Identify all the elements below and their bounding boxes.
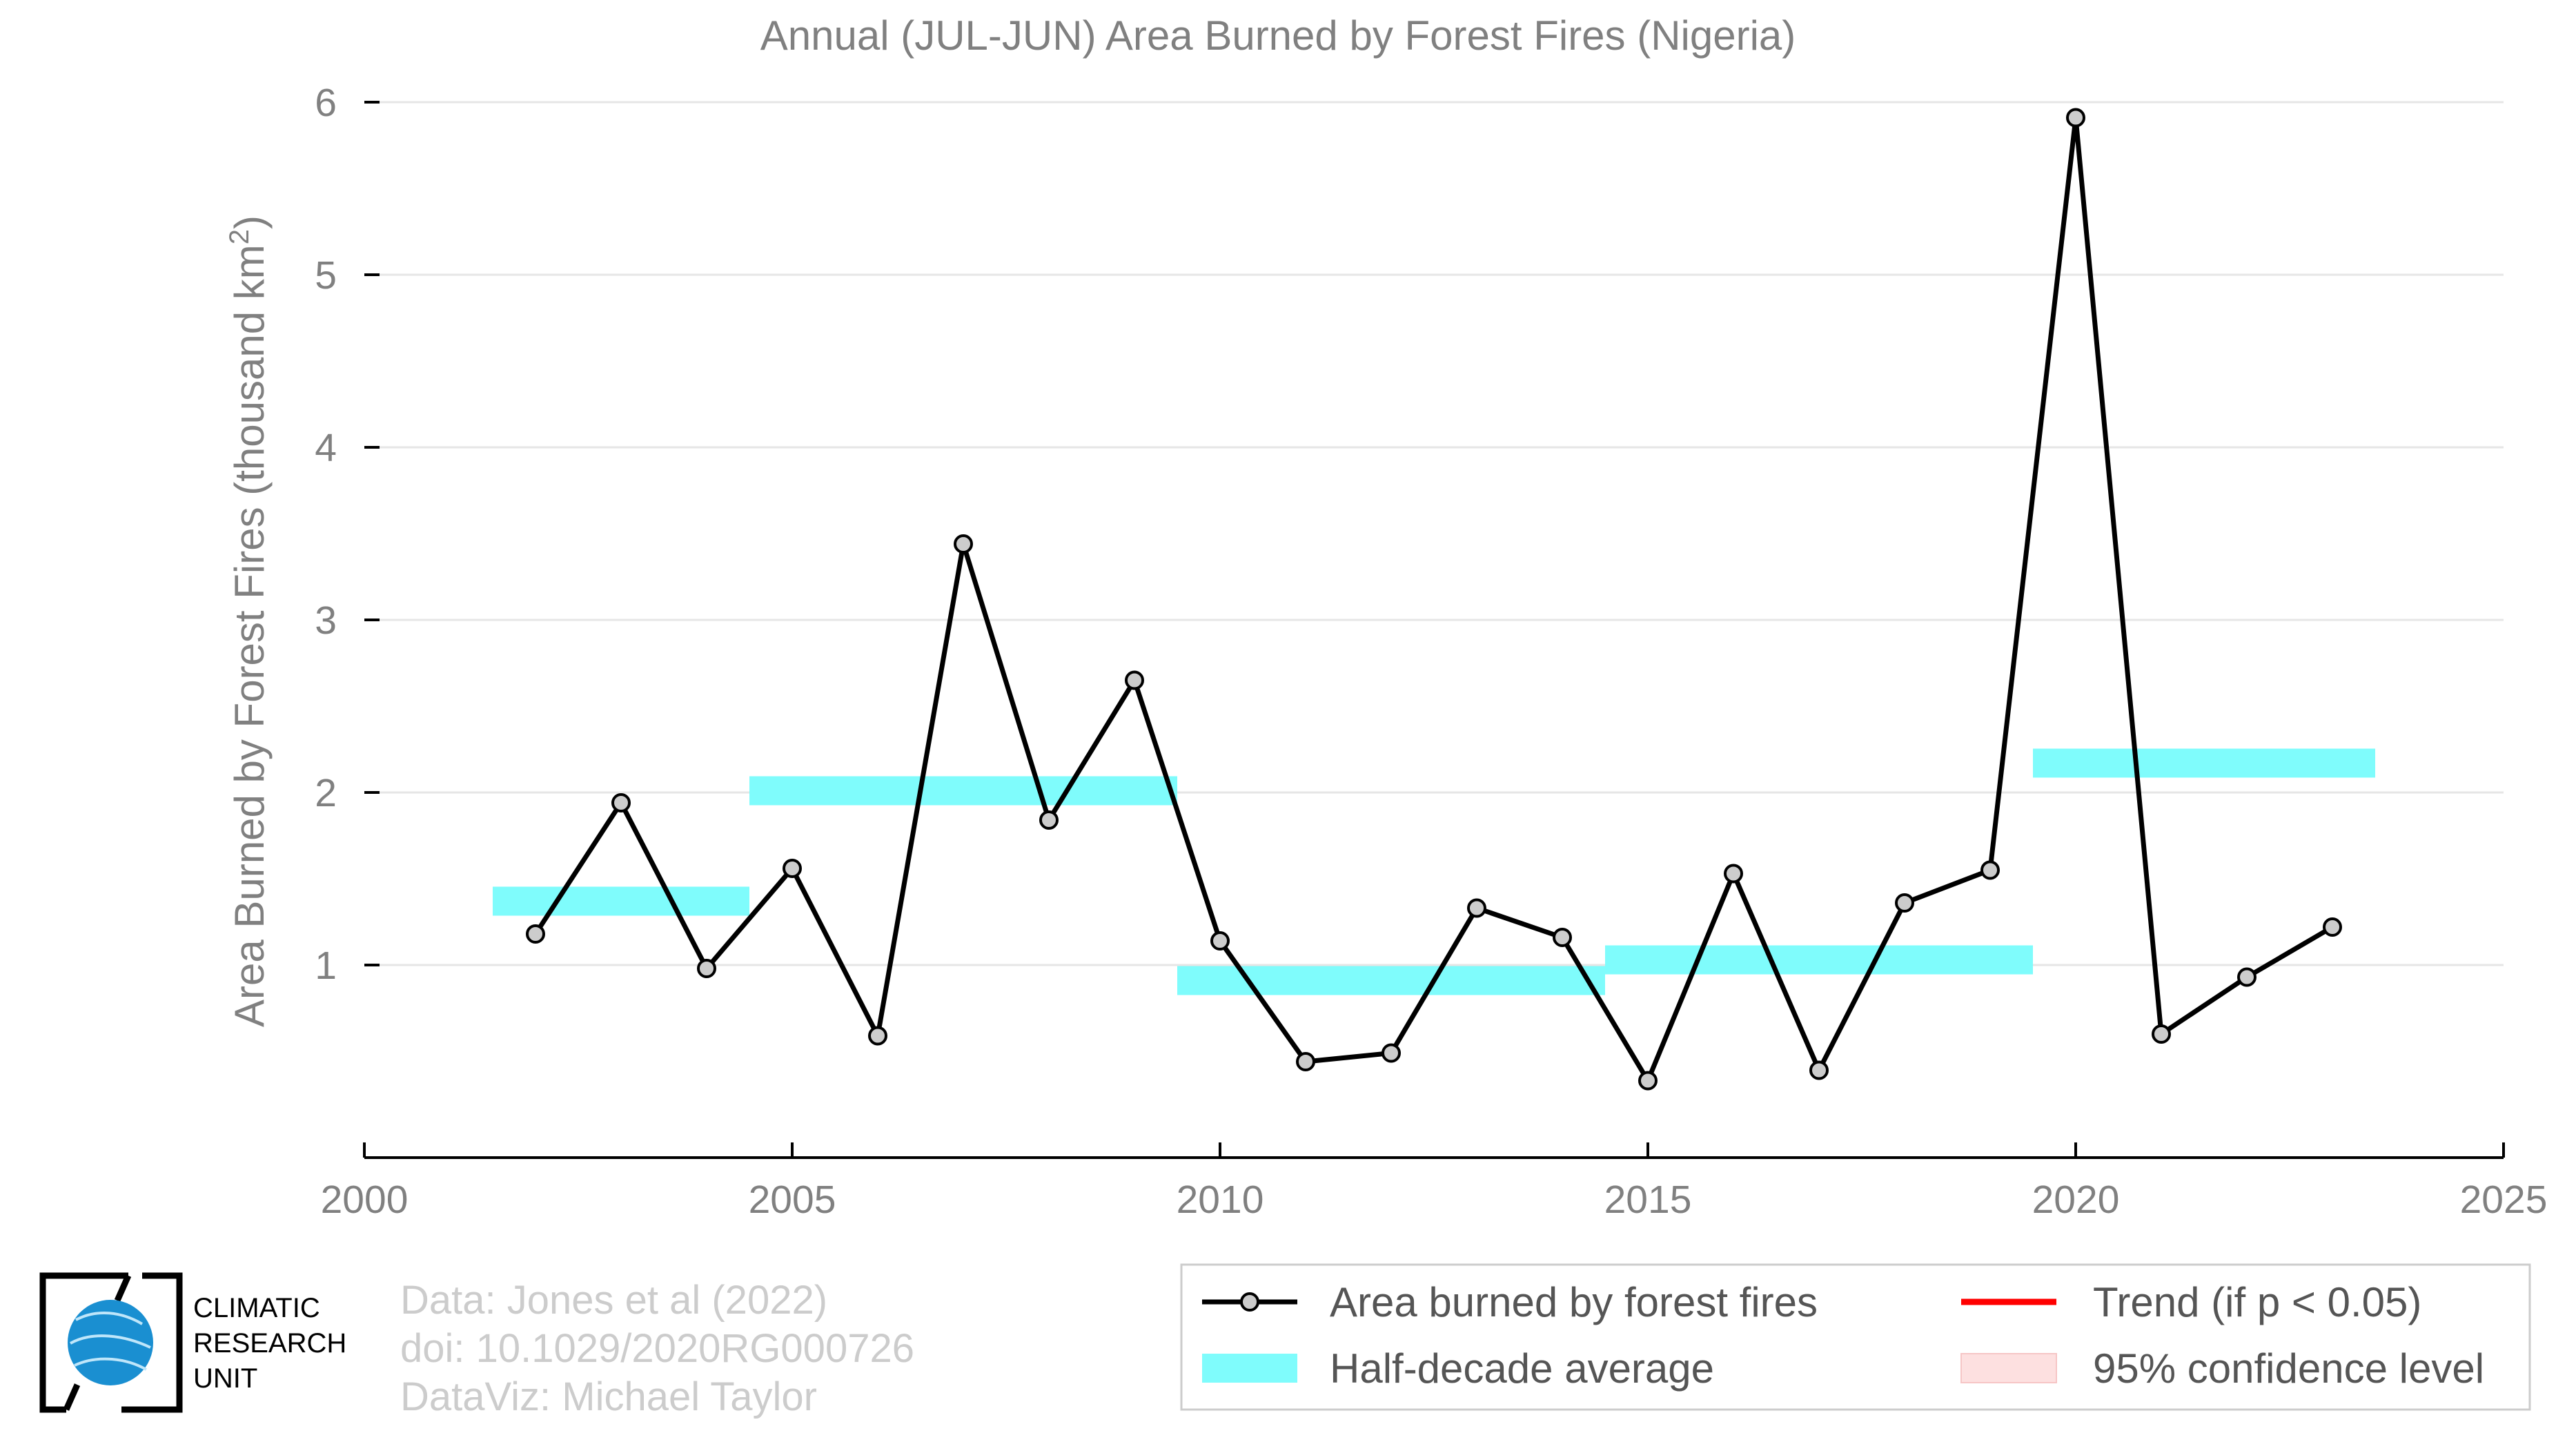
data-point-2003 [611, 793, 631, 812]
data-point-2013 [1467, 898, 1486, 918]
x-tick-label: 2015 [1604, 1178, 1692, 1222]
data-point-2011 [1296, 1052, 1315, 1071]
area-burned-series [533, 115, 2334, 1083]
legend: Area burned by forest fires Trend (if p … [1180, 1263, 2531, 1411]
half-decade-average-bars [493, 748, 2375, 995]
cru-logo-bracket-right [121, 1272, 183, 1413]
data-point-2004 [697, 959, 716, 978]
data-point-2012 [1382, 1043, 1401, 1063]
data-point-2022 [2237, 967, 2257, 987]
data-point-2016 [1724, 864, 1743, 884]
data-point-2015 [1638, 1071, 1658, 1091]
data-point-2014 [1553, 928, 1572, 947]
data-point-2017 [1809, 1060, 1829, 1080]
data-point-2002 [526, 924, 545, 944]
legend-label-area: Area burned by forest fires [1330, 1279, 1818, 1325]
credit-dataviz: DataViz: Michael Taylor [400, 1374, 817, 1419]
y-tick-label: 2 [315, 771, 337, 815]
half-decade-average-bar-2 [749, 776, 1177, 806]
data-point-2019 [1980, 860, 2000, 880]
half-decade-average-bar-5 [2033, 748, 2375, 778]
data-point-2010 [1210, 931, 1230, 951]
half-decade-average-bar-1 [493, 886, 749, 916]
x-tick-label: 2020 [2032, 1178, 2120, 1222]
y-tick-label: 6 [315, 81, 337, 125]
data-point-2009 [1125, 670, 1144, 690]
x-tick-labels: 2000 2005 2010 2015 2020 2025 [321, 1142, 2548, 1222]
area-burned-line [533, 115, 2334, 1083]
y-tick-label: 4 [315, 426, 337, 470]
y-axis-label-main: Area Burned by Forest Fires (thousand km [226, 244, 273, 1027]
cru-logo-line2: RESEARCH [193, 1328, 346, 1359]
cru-logo-slash-top [114, 1274, 132, 1302]
data-point-2020 [2066, 108, 2085, 128]
half-decade-average-bar-4 [1605, 945, 2033, 975]
data-point-2021 [2152, 1024, 2171, 1044]
globe-contour-1 [75, 1312, 144, 1325]
data-point-2008 [1039, 810, 1059, 830]
legend-frame [1180, 1263, 2531, 1411]
data-point-2018 [1895, 893, 1914, 913]
chart-title: Annual (JUL-JUN) Area Burned by Forest F… [760, 12, 1796, 59]
legend-label-confidence: 95% confidence level [2093, 1345, 2484, 1392]
x-tick-label: 2005 [749, 1178, 836, 1222]
cru-logo-line1: CLIMATIC [193, 1293, 320, 1323]
y-tick-label: 1 [315, 944, 337, 988]
legend-average-swatch [1202, 1354, 1297, 1383]
y-tick-labels: 1 2 3 4 5 6 [315, 81, 380, 988]
x-tick-label: 2025 [2460, 1178, 2548, 1222]
legend-marker-swatch [1240, 1292, 1259, 1312]
cru-logo-line3: UNIT [193, 1363, 257, 1394]
data-point-2006 [868, 1026, 887, 1046]
grid [364, 101, 2504, 966]
cru-logo-bracket-left [39, 1272, 128, 1413]
legend-label-trend: Trend (if p < 0.05) [2093, 1279, 2421, 1325]
x-tick-label: 2000 [321, 1178, 409, 1222]
cru-logo: CLIMATIC RESEARCH UNIT [39, 1272, 346, 1413]
area-burned-points [526, 108, 2342, 1091]
globe-contour-3 [74, 1357, 147, 1371]
y-axis-label: Area Burned by Forest Fires (thousand km… [224, 215, 273, 1027]
cru-logo-slash-bottom [63, 1383, 81, 1411]
y-axis-label-superscript: 2 [224, 229, 255, 244]
x-tick-label: 2010 [1177, 1178, 1264, 1222]
data-point-2005 [783, 859, 802, 878]
legend-label-average: Half-decade average [1330, 1345, 1714, 1392]
credit-data: Data: Jones et al (2022) [400, 1278, 827, 1323]
globe-contour-2 [70, 1334, 151, 1349]
data-point-2023 [2323, 917, 2342, 937]
y-tick-label: 5 [315, 253, 337, 298]
data-point-2007 [954, 534, 973, 554]
legend-confidence-swatch [1960, 1353, 2057, 1383]
y-axis-label-close: ) [226, 215, 273, 229]
y-tick-label: 3 [315, 598, 337, 643]
credit-doi: doi: 10.1029/2020RG000726 [400, 1326, 914, 1371]
